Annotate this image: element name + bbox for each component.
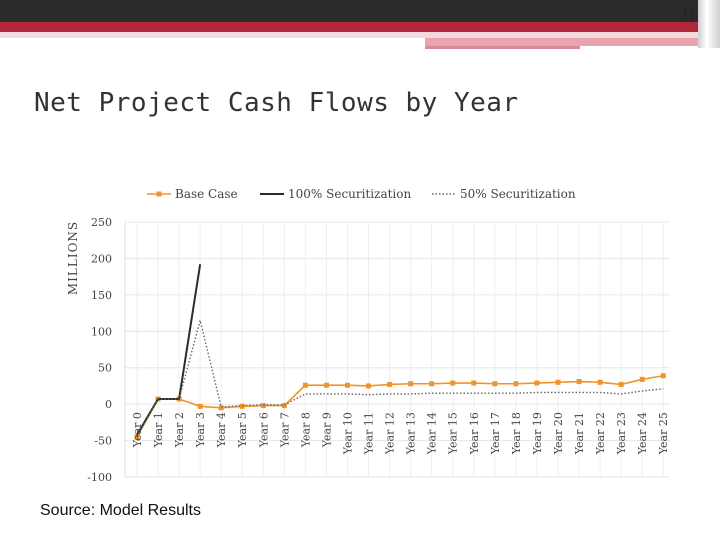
x-tick-label: Year 17	[489, 412, 502, 455]
data-point	[450, 380, 456, 386]
data-point	[471, 380, 477, 386]
x-tick-label: Year 2	[173, 412, 186, 448]
data-point	[513, 381, 519, 387]
chart-legend: Base Case 100% Securitization 50% Securiti…	[147, 187, 576, 201]
x-tick-label: Year 1	[152, 412, 165, 448]
x-tick-label: Year 11	[363, 412, 376, 455]
x-tick-label: Year 3	[194, 412, 207, 448]
data-point	[408, 381, 414, 387]
slide-title: Net Project Cash Flows by Year	[34, 88, 519, 118]
y-tick-label: 200	[91, 252, 112, 265]
series-line-base-case	[136, 374, 664, 438]
x-tick-label: Year 8	[299, 412, 312, 448]
data-point	[429, 381, 435, 387]
y-axis-label: MILLIONS	[66, 221, 80, 295]
y-axis: 250 200 150 100 50 0 -50 -100	[87, 216, 112, 484]
x-tick-label: Year 4	[215, 412, 228, 448]
data-point	[323, 382, 329, 388]
y-tick-label: 100	[91, 325, 112, 338]
slide-pink-stripe	[0, 32, 720, 38]
chart-grid	[124, 221, 670, 478]
y-tick-label: 50	[98, 362, 112, 375]
data-point	[218, 405, 224, 411]
x-tick-label: Year 16	[468, 412, 481, 455]
x-tick-label: Year 21	[573, 412, 586, 455]
y-tick-label: 0	[105, 398, 112, 411]
data-point	[660, 373, 666, 379]
slide-red-band	[0, 22, 720, 32]
slide-top-bar	[0, 0, 720, 22]
x-tick-label: Year 23	[615, 412, 628, 455]
x-tick-label: Year 5	[236, 412, 249, 448]
data-point	[281, 403, 287, 409]
slide-accent-underline	[425, 46, 580, 49]
legend-marker	[156, 191, 162, 197]
data-point	[134, 434, 140, 440]
y-tick-label: 150	[91, 289, 112, 302]
x-tick-label: Year 14	[426, 412, 439, 455]
legend-label: Base Case	[175, 187, 238, 201]
legend-label: 100% Securitization	[288, 187, 411, 201]
x-tick-label: Year 24	[636, 412, 649, 455]
x-tick-label: Year 19	[531, 412, 544, 455]
x-tick-label: Year 7	[278, 412, 291, 448]
x-tick-label: Year 6	[257, 412, 270, 448]
slide-accent-stripe	[425, 38, 720, 46]
x-axis: Year 0 Year 1 Year 2 Year 3 Year 4 Year 5 Year…	[131, 412, 670, 455]
data-point	[260, 403, 266, 409]
data-point	[197, 403, 203, 409]
data-point	[492, 381, 498, 387]
source-note: Source: Model Results	[40, 502, 201, 519]
y-tick-label: -100	[87, 471, 112, 484]
data-point	[345, 382, 350, 388]
data-point	[597, 379, 603, 385]
x-tick-label: Year 18	[510, 412, 523, 455]
x-tick-label: Year 13	[405, 412, 418, 455]
slide-right-edge	[698, 0, 720, 48]
data-point	[618, 381, 624, 387]
data-point	[639, 376, 645, 382]
y-tick-label: 250	[91, 216, 112, 229]
page-number: 11	[682, 9, 696, 22]
chart-series	[134, 264, 666, 440]
series-line-100-securitization	[136, 264, 202, 436]
x-tick-label: Year 10	[342, 412, 355, 455]
data-point	[555, 379, 561, 385]
data-point	[534, 380, 540, 386]
x-tick-label: Year 9	[320, 412, 333, 448]
data-point	[366, 383, 372, 389]
data-point	[302, 382, 308, 388]
x-tick-label: Year 25	[657, 412, 670, 455]
series-line-50-securitization	[136, 320, 664, 437]
y-tick-label: -50	[94, 435, 112, 448]
legend-label: 50% Securitization	[460, 187, 576, 201]
x-tick-label: Year 15	[447, 412, 460, 455]
x-tick-label: Year 0	[131, 412, 144, 448]
data-point	[576, 379, 582, 385]
data-point	[387, 381, 393, 387]
x-tick-label: Year 20	[552, 412, 565, 455]
data-point	[239, 403, 245, 409]
x-tick-label: Year 12	[384, 412, 397, 455]
x-tick-label: Year 22	[594, 412, 607, 455]
